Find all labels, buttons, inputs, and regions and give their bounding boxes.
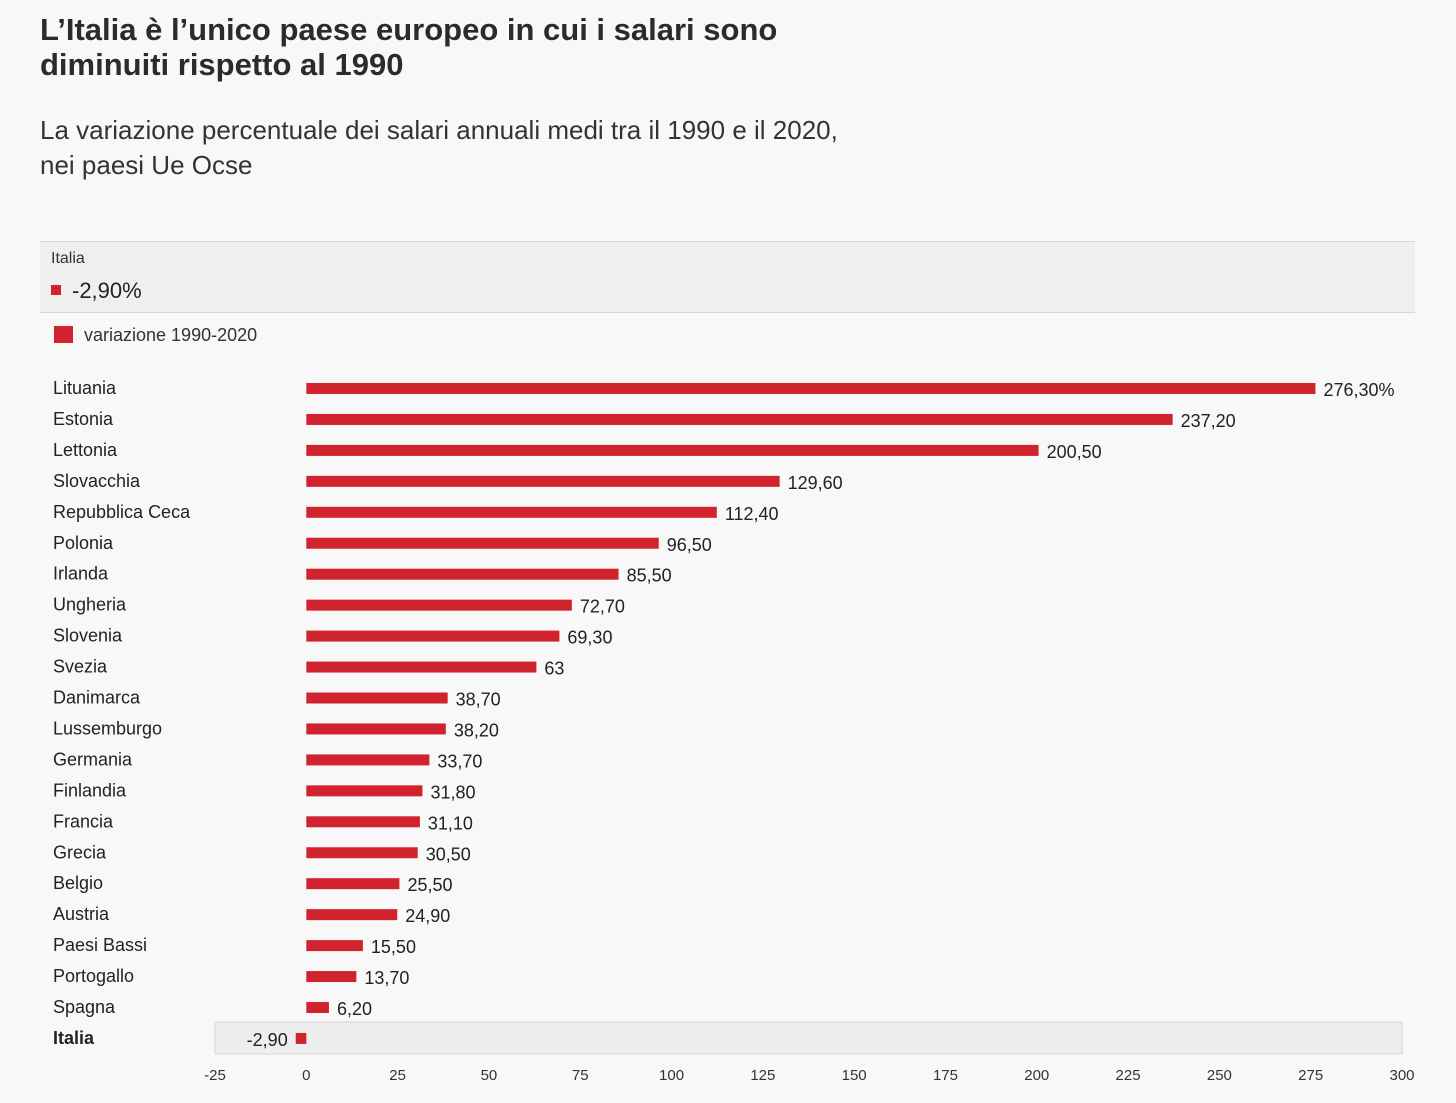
data-label: 276,30% xyxy=(1323,380,1394,400)
bar[interactable] xyxy=(306,413,1173,425)
bar[interactable] xyxy=(306,785,423,797)
x-tick-label: 125 xyxy=(750,1067,775,1084)
data-label: 112,40 xyxy=(725,504,779,524)
bar[interactable] xyxy=(306,816,420,828)
bar[interactable] xyxy=(306,723,446,735)
category-label: Finlandia xyxy=(53,780,127,800)
category-label: Lettonia xyxy=(53,440,118,460)
data-label: 96,50 xyxy=(667,535,712,555)
hover-tooltip: Italia -2,90% xyxy=(40,241,1415,313)
data-label: 69,30 xyxy=(567,628,612,648)
bar[interactable] xyxy=(306,971,357,983)
x-tick-label: 100 xyxy=(659,1067,684,1084)
data-label: 13,70 xyxy=(364,968,409,988)
legend-swatch xyxy=(54,326,73,343)
data-label: 85,50 xyxy=(627,566,672,586)
data-label: 237,20 xyxy=(1181,411,1236,431)
data-label: -2,90 xyxy=(247,1030,288,1050)
category-label: Portogallo xyxy=(53,966,134,986)
data-label: 63 xyxy=(544,659,564,679)
data-label: 129,60 xyxy=(788,473,843,493)
category-label: Slovenia xyxy=(53,626,123,646)
data-label: 38,70 xyxy=(456,690,501,710)
bar[interactable] xyxy=(306,847,418,859)
bar[interactable] xyxy=(306,383,1316,394)
tooltip-label: Italia xyxy=(51,250,85,267)
category-label: Germania xyxy=(53,749,133,769)
category-label: Polonia xyxy=(53,533,114,553)
category-label: Francia xyxy=(53,811,114,831)
highlight-band xyxy=(214,1021,1403,1055)
bar[interactable] xyxy=(295,1032,307,1044)
data-label: 31,10 xyxy=(428,813,473,833)
data-label: 33,70 xyxy=(437,751,482,771)
bar[interactable] xyxy=(306,909,398,921)
x-tick-label: 25 xyxy=(389,1067,406,1084)
category-label: Repubblica Ceca xyxy=(53,502,191,522)
bar[interactable] xyxy=(306,692,448,704)
x-tick-label: 300 xyxy=(1389,1067,1414,1084)
category-label: Lussemburgo xyxy=(53,718,162,738)
x-tick-label: 175 xyxy=(933,1067,958,1084)
bar[interactable] xyxy=(306,444,1039,456)
x-tick-label: 250 xyxy=(1207,1067,1232,1084)
tooltip-swatch xyxy=(51,285,61,295)
bar[interactable] xyxy=(306,475,780,487)
data-label: 72,70 xyxy=(580,597,625,617)
bar[interactable] xyxy=(306,630,560,642)
category-label: Ungheria xyxy=(53,595,127,615)
category-label: Spagna xyxy=(53,997,116,1017)
category-label: Grecia xyxy=(53,842,107,862)
x-tick-label: 225 xyxy=(1116,1067,1141,1084)
bar[interactable] xyxy=(306,754,430,766)
bar[interactable] xyxy=(306,661,537,673)
category-label: Danimarca xyxy=(53,688,141,708)
category-label: Austria xyxy=(53,904,110,924)
x-tick-label: 275 xyxy=(1298,1067,1323,1084)
data-label: 25,50 xyxy=(407,875,452,895)
data-label: 6,20 xyxy=(337,999,372,1019)
category-label: Paesi Bassi xyxy=(53,935,147,955)
x-tick-label: 75 xyxy=(572,1067,589,1084)
x-tick-label: 50 xyxy=(481,1067,498,1084)
bar[interactable] xyxy=(306,506,717,518)
chart-subtitle: La variazione percentuale dei salari ann… xyxy=(40,115,838,180)
bar[interactable] xyxy=(306,940,363,952)
data-label: 38,20 xyxy=(454,720,499,740)
category-label: Italia xyxy=(53,1028,95,1048)
bar[interactable] xyxy=(306,878,400,890)
tooltip-value: -2,90% xyxy=(72,278,142,303)
category-label: Irlanda xyxy=(53,564,109,584)
data-label: 30,50 xyxy=(426,844,471,864)
category-label: Lituania xyxy=(53,378,117,398)
chart-title: L’Italia è l’unico paese europeo in cui … xyxy=(40,12,778,82)
category-label: Svezia xyxy=(53,657,108,677)
data-label: 200,50 xyxy=(1047,442,1102,462)
bar[interactable] xyxy=(306,599,572,611)
x-tick-label: 150 xyxy=(842,1067,867,1084)
category-label: Estonia xyxy=(53,409,114,429)
bar[interactable] xyxy=(306,537,659,549)
data-label: 24,90 xyxy=(405,906,450,926)
legend-label: variazione 1990-2020 xyxy=(84,325,258,345)
category-label: Slovacchia xyxy=(53,471,141,491)
data-label: 31,80 xyxy=(430,782,475,802)
x-tick-label: -25 xyxy=(204,1067,226,1084)
bar[interactable] xyxy=(306,568,619,580)
x-tick-label: 0 xyxy=(302,1067,310,1084)
bar[interactable] xyxy=(306,1002,329,1013)
x-tick-label: 200 xyxy=(1024,1067,1049,1084)
category-label: Belgio xyxy=(53,873,103,893)
data-label: 15,50 xyxy=(371,937,416,957)
